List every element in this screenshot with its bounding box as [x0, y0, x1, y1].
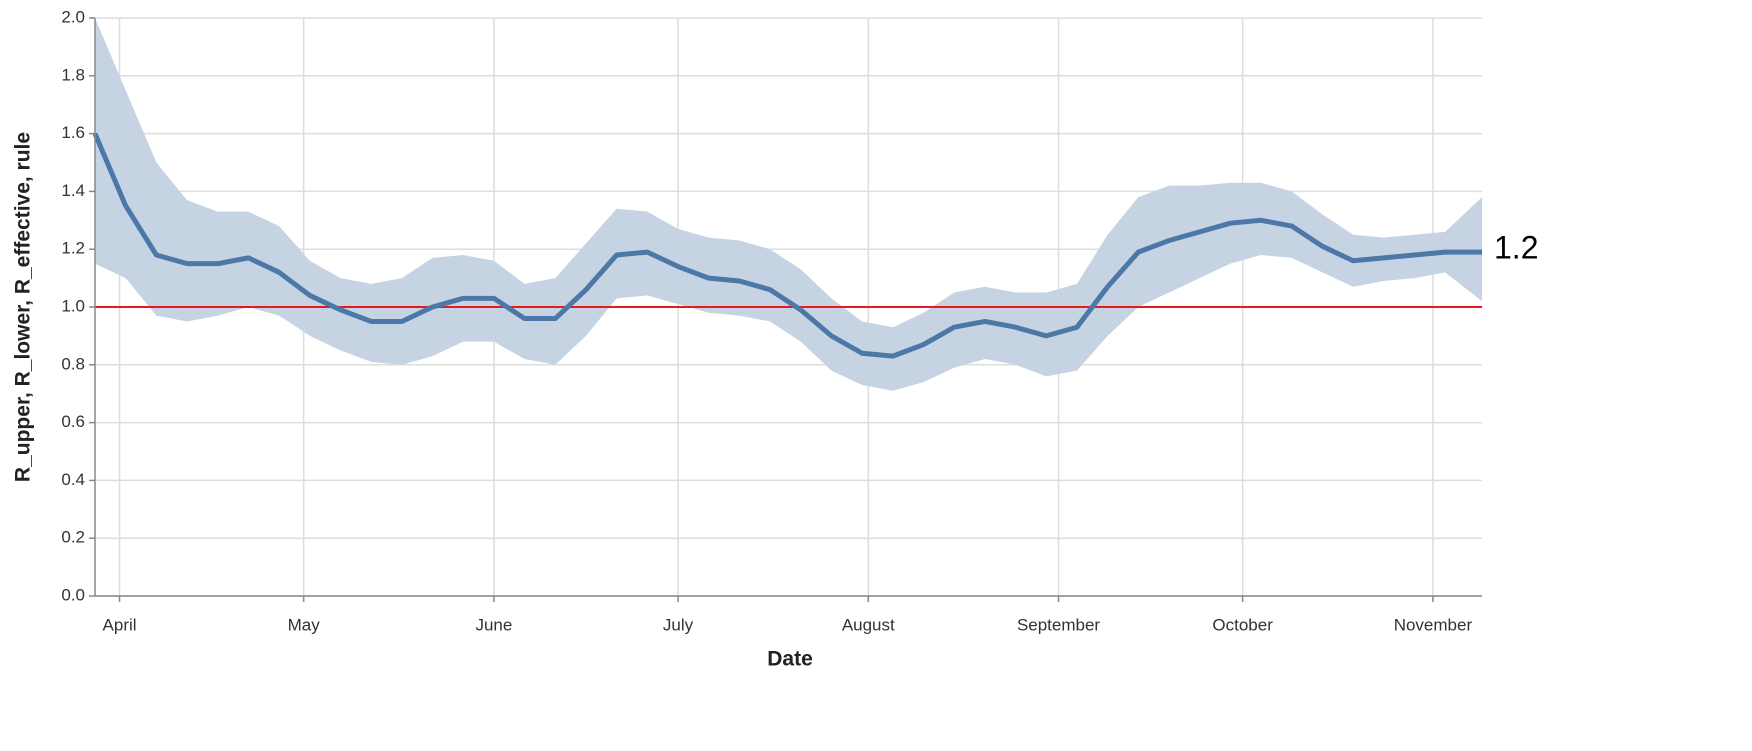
x-tick-label: August [842, 615, 895, 634]
y-tick-label: 1.8 [61, 65, 85, 84]
y-tick-label: 0.4 [61, 470, 85, 489]
y-axis-label: R_upper, R_lower, R_effective, rule [12, 132, 35, 482]
effective-line [92, 132, 1482, 359]
y-tick-label: 1.2 [61, 239, 85, 258]
x-tick-label: June [475, 615, 512, 634]
x-tick-label: April [103, 615, 137, 634]
x-tick-label: November [1394, 615, 1473, 634]
x-axis-label: Date [767, 648, 813, 671]
x-tick-label: May [288, 615, 321, 634]
y-tick-label: 2.0 [61, 7, 85, 26]
x-tick-label: September [1017, 615, 1100, 634]
x-tick-label: October [1212, 615, 1273, 634]
y-tick-label: 0.2 [61, 528, 85, 547]
y-tick-label: 1.0 [61, 296, 85, 315]
y-tick-label: 0.8 [61, 354, 85, 373]
annotation: 1.2 [1494, 230, 1538, 266]
x-tick-label: July [663, 615, 694, 634]
y-tick-label: 1.4 [61, 181, 85, 200]
y-tick-label: 0.0 [61, 585, 85, 604]
y-tick-label: 0.6 [61, 412, 85, 431]
y-tick-label: 1.6 [61, 123, 85, 142]
confidence-band [95, 18, 1482, 391]
